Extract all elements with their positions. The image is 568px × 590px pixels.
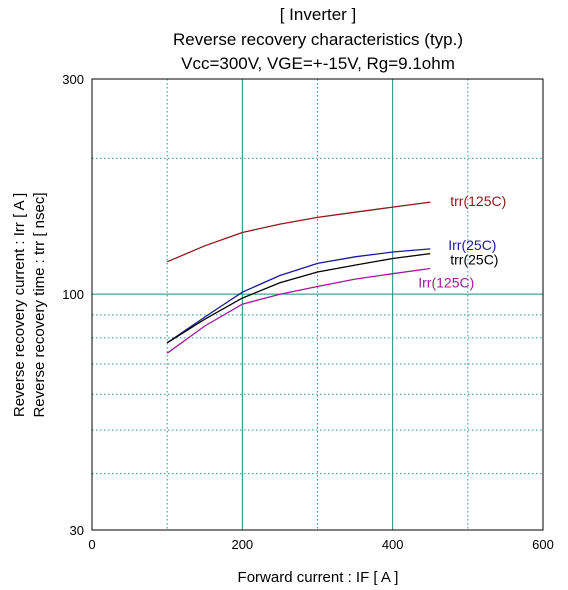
- y-tick-label: 100: [62, 287, 84, 302]
- x-tick-label: 200: [231, 537, 253, 552]
- x-axis-label: Forward current : IF [ A ]: [238, 569, 399, 586]
- chart-title-line-2: Reverse recovery characteristics (typ.): [173, 30, 463, 49]
- series-line: [166, 248, 431, 344]
- series-group: trr(125C) Irr(25C)trr(25C) Irr(125C): [166, 193, 506, 354]
- chart-title-line-3: Vcc=300V, VGE=+-15V, Rg=9.1ohm: [181, 54, 455, 73]
- axis-ticks: 0 200 400 600 30 100 300: [62, 72, 554, 552]
- x-tick-label: 600: [532, 537, 554, 552]
- x-tick-label: 0: [88, 537, 95, 552]
- y-axis-label-line-1: Reverse recovery current : Irr [ A ]: [11, 193, 28, 417]
- series-label: trr(25C): [450, 252, 498, 268]
- series-label: Irr(25C): [448, 237, 496, 253]
- chart-title: [ Inverter ] Reverse recovery characteri…: [173, 5, 463, 73]
- y-axis-label: Reverse recovery current : Irr [ A ] Rev…: [11, 192, 48, 417]
- y-tick-label: 30: [70, 523, 84, 538]
- y-axis-label-line-2: Reverse recovery time : trr [ nsec]: [31, 192, 48, 417]
- plot-frame: [91, 78, 544, 531]
- series-line: [166, 267, 431, 354]
- series-label: Irr(125C): [418, 275, 474, 291]
- plot-grid: [92, 79, 543, 530]
- x-tick-label: 400: [382, 537, 404, 552]
- series-line: [166, 201, 431, 263]
- y-tick-label: 300: [62, 72, 84, 87]
- series-line: [166, 252, 431, 344]
- series-label: trr(125C): [450, 193, 506, 209]
- chart-title-line-1: [ Inverter ]: [280, 5, 357, 24]
